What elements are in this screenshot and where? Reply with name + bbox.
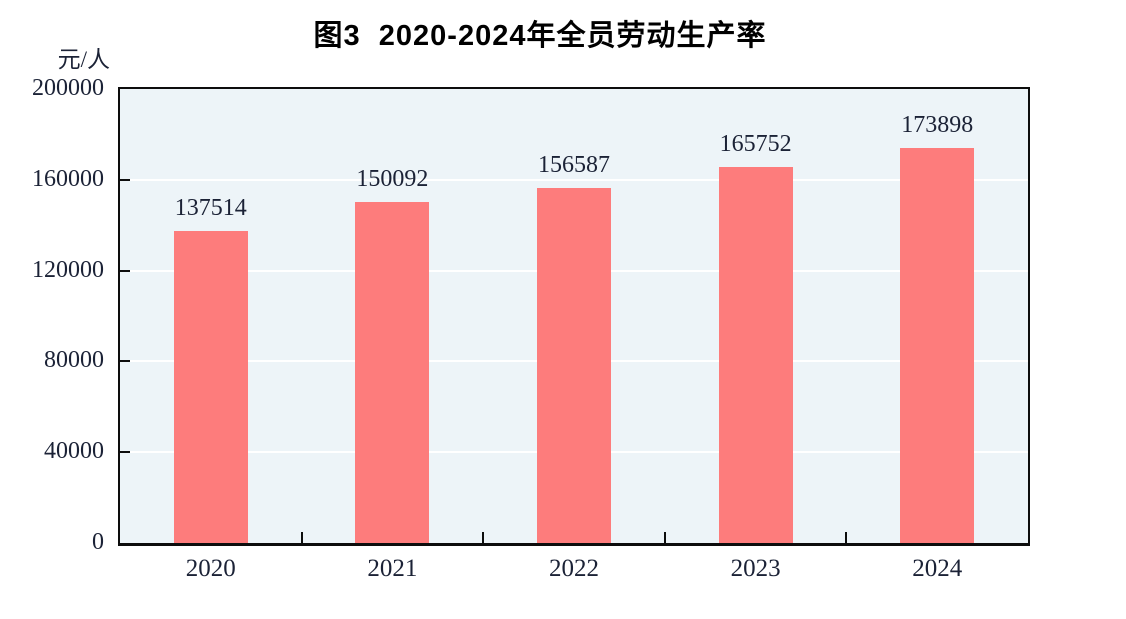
plot-area: 137514 150092 156587 165752 173898 xyxy=(118,87,1030,546)
y-axis-tick-label-40000: 40000 xyxy=(44,438,104,465)
bar-2020 xyxy=(173,230,248,543)
bar-value-label-2021: 150092 xyxy=(356,166,429,193)
x-axis-tick-label-2024: 2024 xyxy=(912,555,963,582)
x-tick-mark-4 xyxy=(845,532,848,543)
x-axis-tick-label-2021: 2021 xyxy=(367,555,418,582)
bar-2024 xyxy=(900,148,975,543)
y-tick-mark-40000 xyxy=(120,451,130,454)
y-tick-mark-80000 xyxy=(120,360,130,363)
bar-2023 xyxy=(718,166,793,543)
x-tick-mark-2 xyxy=(482,532,485,543)
bar-value-label-2020: 137514 xyxy=(174,194,247,221)
x-axis-tick-label-2023: 2023 xyxy=(730,555,781,582)
x-tick-mark-1 xyxy=(300,532,303,543)
bar-value-label-2022: 156587 xyxy=(538,151,610,178)
x-axis-tick-label-2022: 2022 xyxy=(549,555,599,582)
x-axis-tick-label-2020: 2020 xyxy=(185,555,236,582)
chart-title: 图3 2020-2024年全员劳动生产率 xyxy=(313,20,767,52)
y-tick-mark-160000 xyxy=(120,178,130,181)
y-axis-tick-label-80000: 80000 xyxy=(44,347,104,374)
y-tick-mark-120000 xyxy=(120,269,130,272)
y-axis-tick-label-200000: 200000 xyxy=(32,75,104,101)
x-tick-mark-3 xyxy=(663,532,666,543)
bar-2022 xyxy=(537,187,611,543)
y-axis-tick-label-120000: 120000 xyxy=(32,256,104,283)
y-axis-tick-label-0: 0 xyxy=(92,529,104,555)
gridline-160000 xyxy=(120,178,1028,181)
bar-2021 xyxy=(355,202,430,543)
bar-value-label-2024: 173898 xyxy=(901,112,974,139)
y-axis-tick-label-160000: 160000 xyxy=(32,165,104,192)
y-axis-unit-label: 元/人 xyxy=(57,47,110,72)
bar-value-label-2023: 165752 xyxy=(719,130,792,157)
